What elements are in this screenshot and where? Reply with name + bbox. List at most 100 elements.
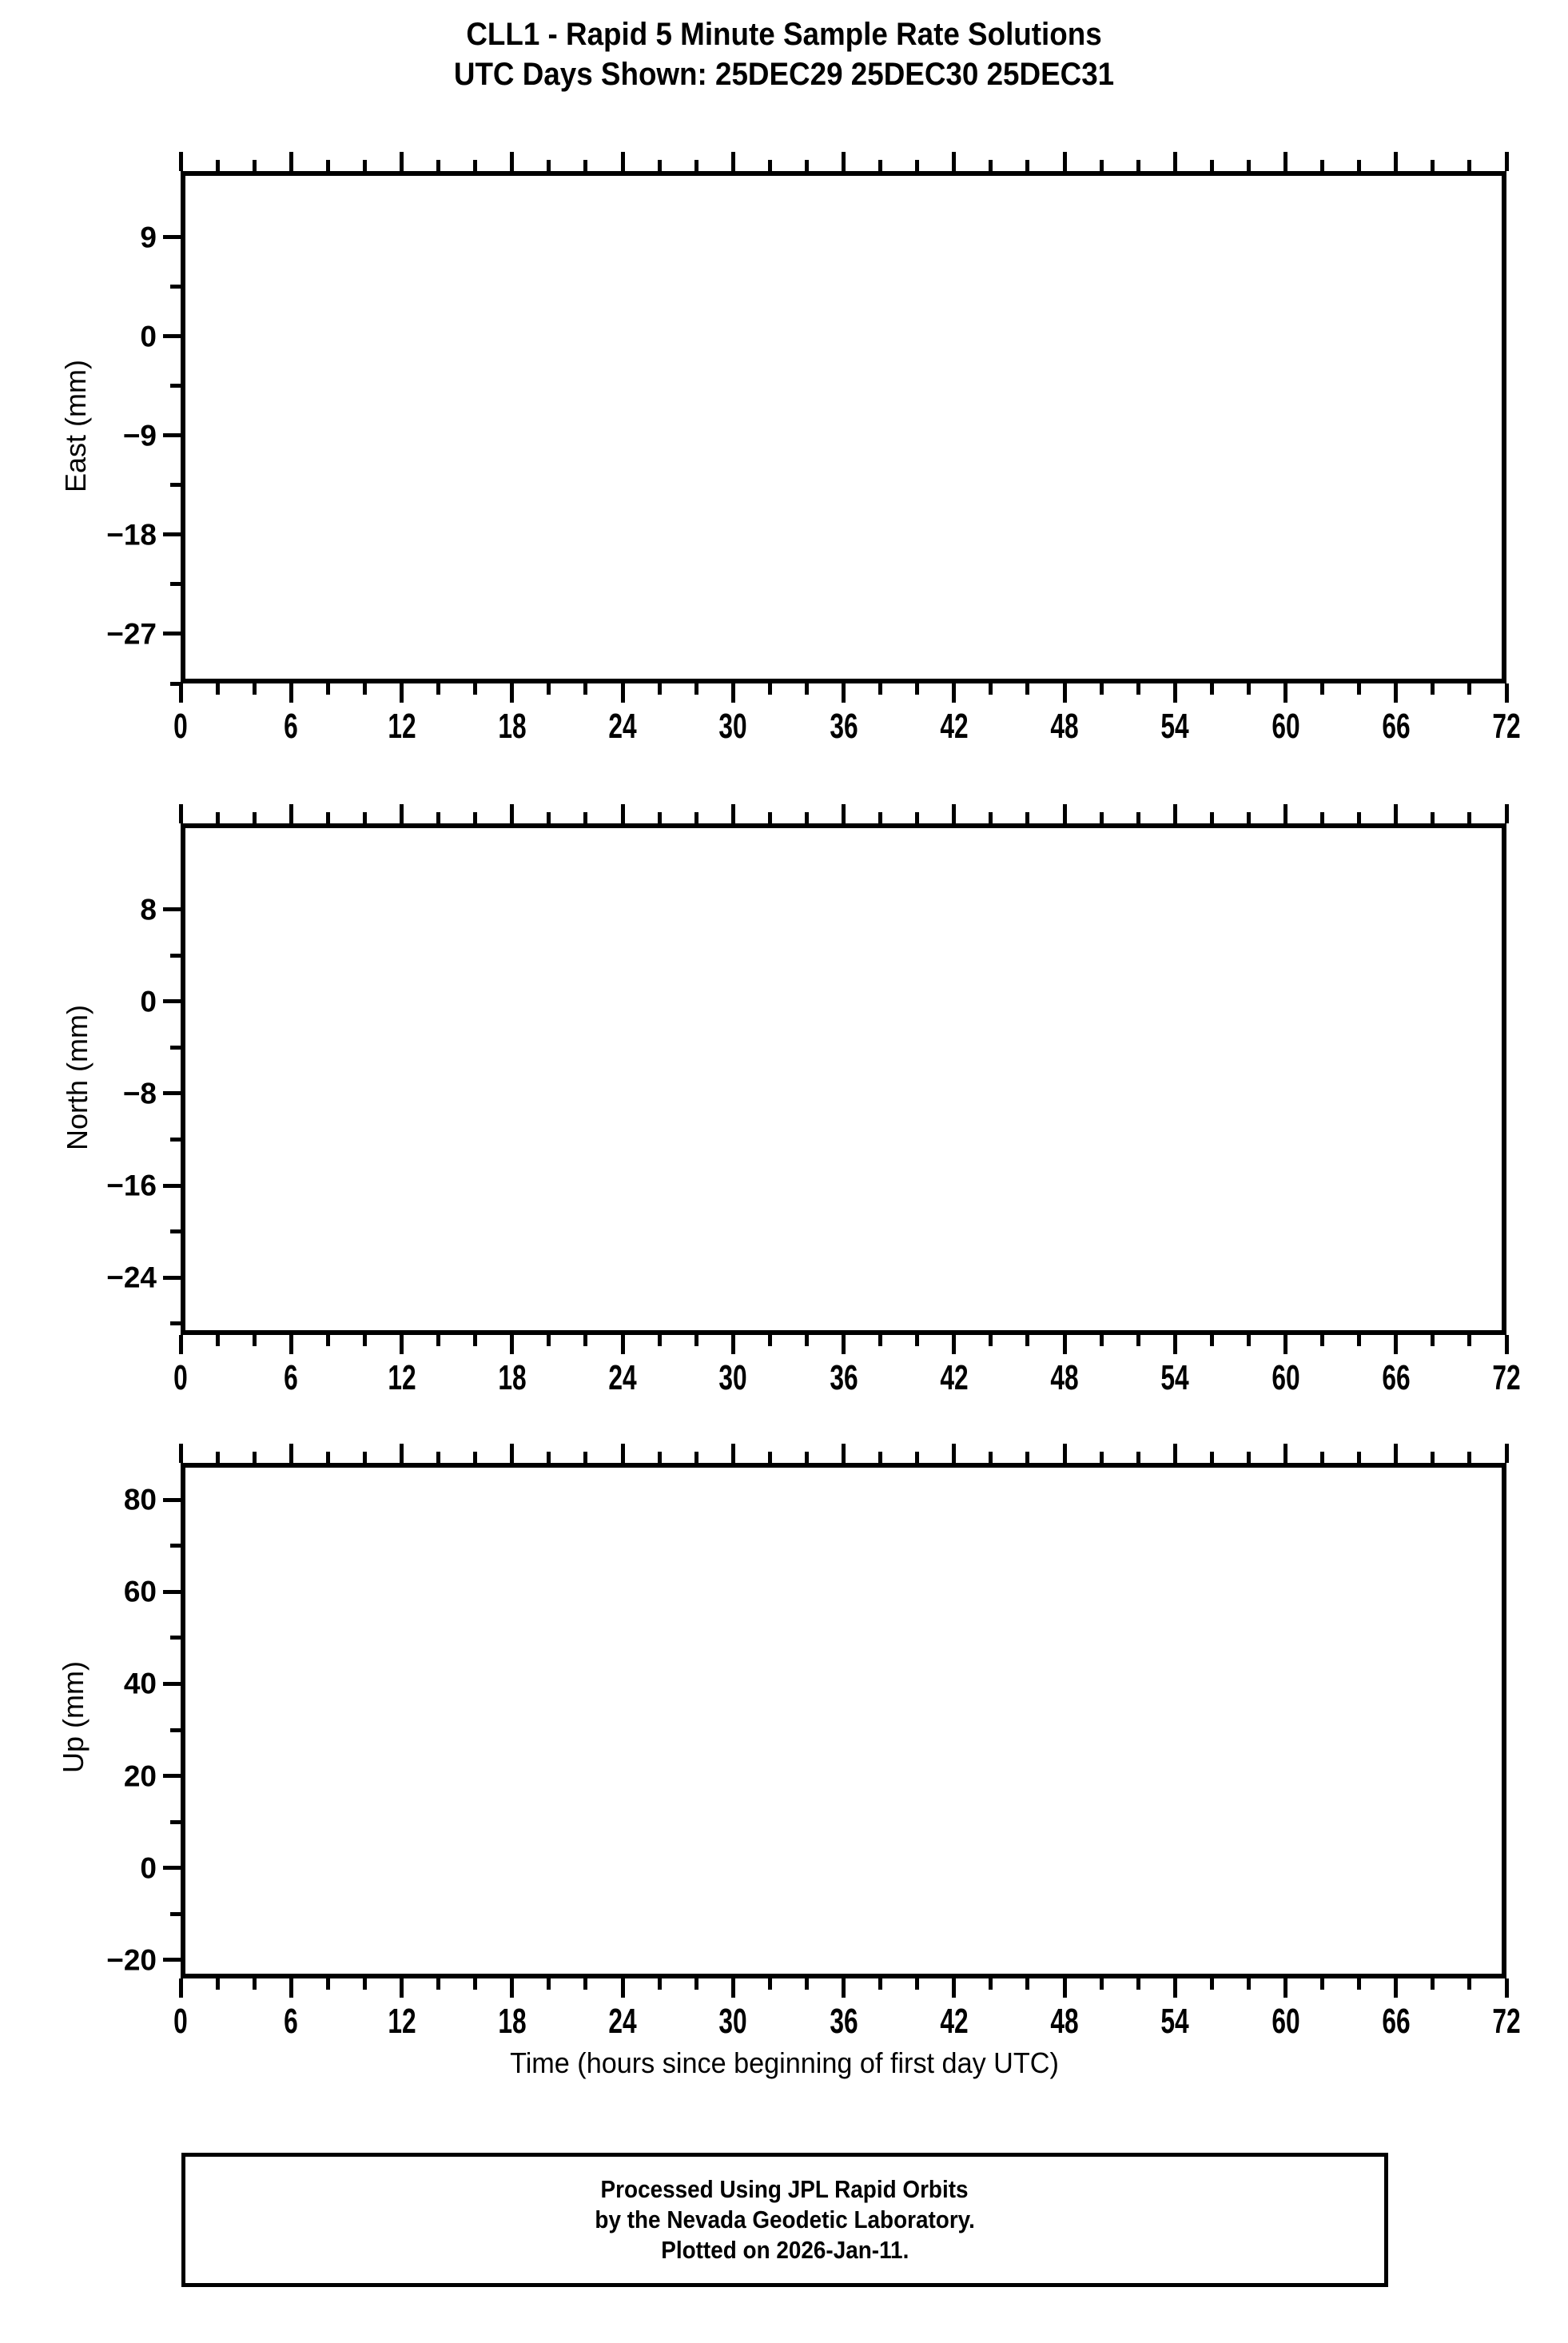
x-tick-minor-top — [804, 160, 809, 171]
caption-box: Processed Using JPL Rapid Orbits by the … — [181, 2153, 1388, 2287]
x-tick-minor — [362, 1335, 367, 1346]
x-tick-minor-top — [325, 812, 330, 823]
x-tick-minor-top — [1246, 1452, 1251, 1463]
x-tick-minor — [362, 1978, 367, 1990]
x-tick-major — [1172, 683, 1177, 703]
x-tick-major — [1283, 1335, 1287, 1354]
title-line-2: UTC Days Shown: 25DEC29 25DEC30 25DEC31 — [453, 57, 1115, 92]
x-tick-major-top — [620, 804, 625, 823]
x-tick-label: 54 — [1160, 2002, 1189, 2041]
x-tick-minor-top — [325, 160, 330, 171]
x-tick-minor — [767, 683, 772, 695]
x-tick-minor-top — [989, 812, 993, 823]
x-tick-minor — [989, 683, 993, 695]
x-tick-minor — [1025, 683, 1030, 695]
chart-title-block: CLL1 - Rapid 5 Minute Sample Rate Soluti… — [0, 14, 1568, 94]
x-tick-minor — [252, 1978, 257, 1990]
x-tick-major — [510, 1978, 515, 1998]
x-tick-major — [730, 1978, 735, 1998]
x-tick-major — [510, 683, 515, 703]
x-tick-minor-top — [657, 1452, 662, 1463]
x-tick-major — [289, 1978, 293, 1998]
x-tick-minor — [1467, 1978, 1472, 1990]
x-tick-major-top — [178, 1444, 183, 1463]
axes-frame-up — [181, 1463, 1506, 1978]
x-tick-minor — [473, 683, 478, 695]
x-tick-major-top — [289, 152, 293, 171]
x-tick-minor-top — [252, 160, 257, 171]
x-tick-major — [952, 1978, 957, 1998]
x-tick-major — [1394, 683, 1399, 703]
x-tick-major-top — [1504, 152, 1509, 171]
x-tick-minor-top — [767, 160, 772, 171]
x-tick-label: 48 — [1050, 2002, 1079, 2041]
y-tick-major — [163, 1497, 181, 1502]
x-tick-major-top — [178, 804, 183, 823]
x-tick-minor — [1467, 1335, 1472, 1346]
x-tick-label: 6 — [284, 1358, 299, 1397]
x-tick-major — [730, 683, 735, 703]
x-tick-major — [1062, 1978, 1067, 1998]
x-tick-minor-top — [1320, 812, 1325, 823]
x-tick-minor — [657, 683, 662, 695]
x-tick-minor-top — [1209, 160, 1214, 171]
x-tick-minor-top — [1136, 1452, 1140, 1463]
y-tick-label: 8 — [140, 893, 157, 926]
x-tick-minor-top — [694, 812, 698, 823]
x-tick-major-top — [289, 1444, 293, 1463]
x-tick-label: 42 — [940, 2002, 969, 2041]
x-tick-minor-top — [436, 160, 441, 171]
x-tick-minor-top — [436, 812, 441, 823]
x-tick-label: 54 — [1160, 707, 1189, 746]
x-tick-label: 24 — [608, 2002, 637, 2041]
x-tick-major-top — [1394, 804, 1399, 823]
y-tick-major — [163, 1183, 181, 1188]
x-tick-minor-top — [1467, 812, 1472, 823]
x-tick-minor — [583, 1335, 588, 1346]
x-tick-minor-top — [547, 812, 551, 823]
x-tick-minor — [1431, 1335, 1435, 1346]
y-tick-minor — [170, 953, 181, 958]
x-tick-major-top — [400, 152, 404, 171]
x-tick-minor-top — [989, 160, 993, 171]
x-tick-major-top — [1394, 1444, 1399, 1463]
x-tick-major-top — [730, 1444, 735, 1463]
x-tick-major-top — [289, 804, 293, 823]
x-tick-major-top — [842, 1444, 846, 1463]
x-tick-minor-top — [915, 812, 920, 823]
x-tick-label: 30 — [718, 707, 747, 746]
x-tick-label: 66 — [1382, 707, 1411, 746]
x-tick-minor — [436, 1978, 441, 1990]
x-tick-major — [289, 683, 293, 703]
y-tick-label: 0 — [140, 985, 157, 1018]
x-tick-major-top — [1062, 1444, 1067, 1463]
y-tick-major — [163, 1275, 181, 1280]
x-tick-minor — [657, 1978, 662, 1990]
x-tick-major — [289, 1335, 293, 1354]
y-tick-major — [163, 1774, 181, 1779]
x-tick-minor — [694, 683, 698, 695]
x-tick-minor-top — [583, 1452, 588, 1463]
x-tick-label: 42 — [940, 707, 969, 746]
x-tick-minor — [804, 1335, 809, 1346]
x-tick-minor — [1246, 1978, 1251, 1990]
x-tick-minor-top — [436, 1452, 441, 1463]
y-tick-minor — [170, 1636, 181, 1640]
y-tick-minor — [170, 483, 181, 488]
x-tick-label: 0 — [173, 1358, 188, 1397]
x-tick-major — [1504, 683, 1509, 703]
x-tick-minor — [989, 1335, 993, 1346]
x-tick-minor-top — [325, 1452, 330, 1463]
x-tick-minor — [1320, 1335, 1325, 1346]
axis-title-north: North (mm) — [61, 1005, 94, 1150]
x-tick-major — [1172, 1978, 1177, 1998]
x-tick-minor — [547, 1335, 551, 1346]
axes-frame-east — [181, 171, 1506, 683]
x-tick-minor-top — [804, 1452, 809, 1463]
x-tick-major — [1504, 1335, 1509, 1354]
x-tick-major-top — [952, 1444, 957, 1463]
x-tick-minor-top — [657, 160, 662, 171]
x-tick-minor-top — [1136, 160, 1140, 171]
x-tick-major-top — [510, 1444, 515, 1463]
x-tick-label: 36 — [829, 707, 858, 746]
